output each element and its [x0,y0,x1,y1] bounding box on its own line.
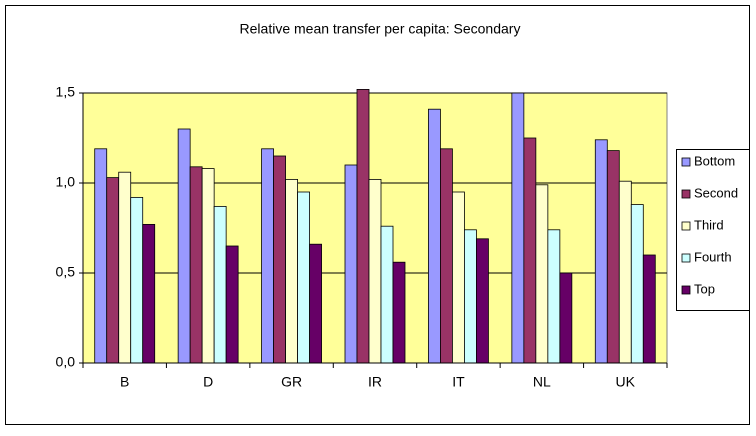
x-tick-label: IT [452,374,465,390]
legend-label: Top [694,281,715,296]
bar [547,229,561,364]
x-tick-label: UK [616,374,636,390]
bar [130,196,144,364]
bar [201,168,215,364]
legend-label: Third [694,217,724,232]
bar [285,178,298,364]
legend-swatch [681,253,691,263]
x-tick-label: IR [368,374,382,390]
bar [273,155,286,364]
bar [142,223,156,364]
x-tick-label: D [203,374,213,390]
x-tick-label: NL [533,374,551,390]
bar [618,180,632,364]
bar [118,171,132,364]
bar [189,166,203,364]
bar [213,205,227,364]
bar [261,148,274,364]
bar [594,139,608,364]
bar [309,243,322,364]
y-tick-label: 0,5 [56,264,76,280]
bar [106,177,120,364]
bar [344,164,358,364]
bar [356,89,370,364]
x-tick-label: B [120,374,129,390]
bar [642,254,656,364]
chart-title: Relative mean transfer per capita: Secon… [240,21,521,37]
legend: Bottom Second Third Fourth Top [676,149,750,311]
bar [630,204,644,364]
y-tick-label: 1,5 [56,84,76,100]
y-tick-label: 0,0 [56,354,76,370]
legend-swatch [681,189,691,199]
bar [428,108,441,364]
bar [297,191,310,364]
legend-label: Fourth [694,249,732,264]
bar [177,128,191,364]
legend-swatch [681,285,691,295]
x-tick-label: GR [281,374,302,390]
bar [476,238,489,364]
y-tick-label: 1,0 [56,174,76,190]
legend-swatch [681,221,691,231]
bar [225,245,239,364]
bar [464,229,477,364]
bar [392,261,406,364]
bar [523,137,537,364]
bar [559,272,573,364]
legend-label: Second [694,185,738,200]
legend-label: Bottom [694,153,735,168]
bar [380,225,394,364]
bar [440,148,453,364]
bar [368,178,382,364]
bar [535,184,549,364]
bar [511,92,525,364]
bar [606,150,620,364]
legend-swatch [681,157,691,167]
bar [452,191,465,364]
bar [94,148,108,364]
